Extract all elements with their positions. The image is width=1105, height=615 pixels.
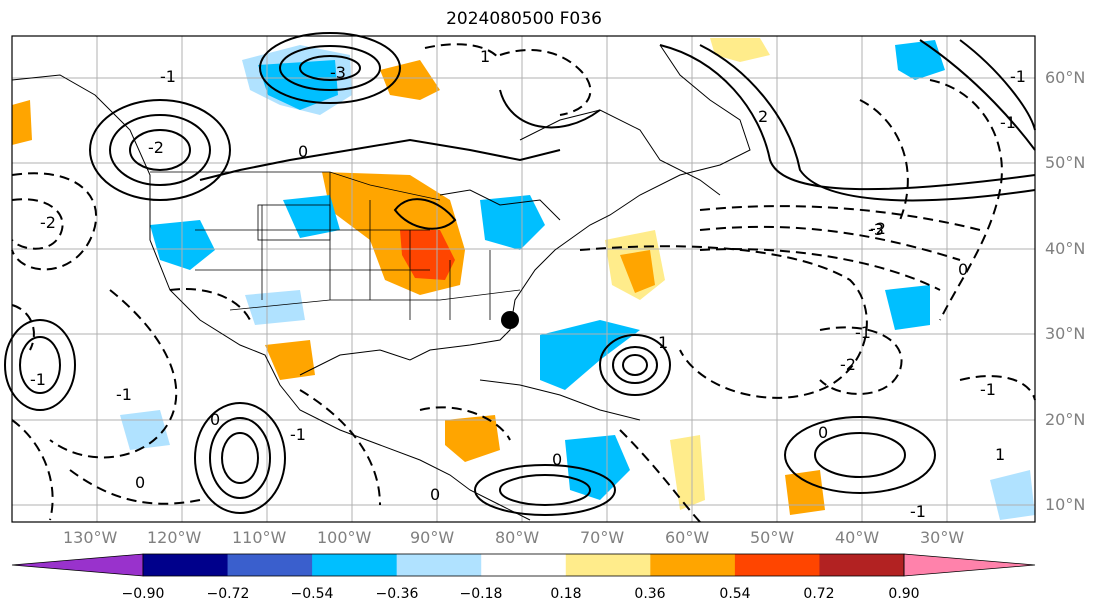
coastlines [11, 44, 751, 521]
lon-label: 80°W [495, 528, 540, 547]
colorbar-tick-label: 0.54 [719, 586, 751, 602]
svg-text:-1: -1 [980, 380, 996, 399]
svg-text:0: 0 [430, 485, 440, 504]
figure-title: 2024080500 F036 [446, 9, 602, 29]
svg-text:-1: -1 [30, 370, 46, 389]
colorbar-segment [734, 554, 820, 576]
colorbar-extend-low [11, 553, 144, 577]
svg-text:-2: -2 [148, 138, 164, 157]
colorbar-tick-label: −0.90 [121, 586, 165, 602]
colorbar-tick-label: −0.18 [459, 586, 503, 602]
lon-label: 100°W [317, 528, 372, 547]
svg-text:-2: -2 [40, 213, 56, 232]
negative-contours [11, 43, 1036, 523]
positive-contours [4, 32, 1036, 516]
lon-label: 70°W [580, 528, 625, 547]
gridlines [12, 36, 1035, 522]
colorbar-tick-label: 0.72 [803, 586, 835, 602]
svg-text:-3: -3 [330, 63, 346, 82]
lon-label: 50°W [750, 528, 795, 547]
lon-label: 120°W [147, 528, 202, 547]
colorbar-segment [312, 554, 398, 576]
svg-text:0: 0 [135, 473, 145, 492]
svg-text:0: 0 [552, 450, 562, 469]
svg-text:-1: -1 [855, 323, 871, 342]
colorbar-tick-label: −0.36 [375, 586, 419, 602]
svg-text:0: 0 [298, 142, 308, 161]
svg-text:-1: -1 [1000, 113, 1016, 132]
svg-text:-1: -1 [116, 385, 132, 404]
lat-label: 10°N [1045, 495, 1086, 514]
location-marker [501, 311, 519, 329]
colorbar-segment [819, 554, 905, 576]
svg-text:1: 1 [995, 445, 1005, 464]
colorbar [11, 553, 1036, 577]
lon-label: 110°W [232, 528, 287, 547]
colorbar-segment [481, 554, 567, 576]
svg-text:-1: -1 [1010, 67, 1026, 86]
colorbar-extend-high [903, 553, 1036, 577]
lat-label: 20°N [1045, 410, 1086, 429]
map-frame [11, 35, 1036, 523]
svg-text:-1: -1 [290, 425, 306, 444]
colorbar-tick-label: −0.72 [206, 586, 250, 602]
colorbar-segment [565, 554, 651, 576]
lat-label: 40°N [1045, 239, 1086, 258]
svg-text:2: 2 [758, 107, 768, 126]
svg-text:-1: -1 [910, 502, 926, 521]
lon-label: 40°W [835, 528, 880, 547]
contour-labels: -2 -3 -2 -1 0 1 2 -1 -2 0 -2 -1 0 -1 -1 … [30, 47, 1026, 521]
svg-text:1: 1 [480, 47, 490, 66]
colorbar-segment [396, 554, 482, 576]
lon-label: 130°W [63, 528, 118, 547]
lon-label: 30°W [920, 528, 965, 547]
lon-label: 60°W [665, 528, 710, 547]
colorbar-tick-label: 0.36 [634, 586, 666, 602]
political-borders [150, 171, 521, 320]
colorbar-tick-label: −0.54 [290, 586, 334, 602]
colorbar-segment [227, 554, 313, 576]
svg-text:-3: -3 [868, 220, 884, 239]
svg-text:1: 1 [658, 333, 668, 352]
colorbar-outline [142, 553, 905, 577]
colorbar-segment [650, 554, 736, 576]
svg-text:-1: -1 [160, 67, 176, 86]
svg-text:-2: -2 [870, 219, 886, 238]
svg-text:0: 0 [958, 260, 968, 279]
svg-text:-2: -2 [840, 355, 856, 374]
colorbar-tick-label: 0.90 [888, 586, 920, 602]
colorbar-segment [143, 554, 229, 576]
lat-label: 50°N [1045, 153, 1086, 172]
colorbar-tick-label: 0.18 [550, 586, 582, 602]
svg-text:0: 0 [818, 423, 828, 442]
lon-label: 90°W [410, 528, 455, 547]
lat-label: 30°N [1045, 324, 1086, 343]
svg-text:0: 0 [210, 410, 220, 429]
lat-label: 60°N [1045, 68, 1086, 87]
